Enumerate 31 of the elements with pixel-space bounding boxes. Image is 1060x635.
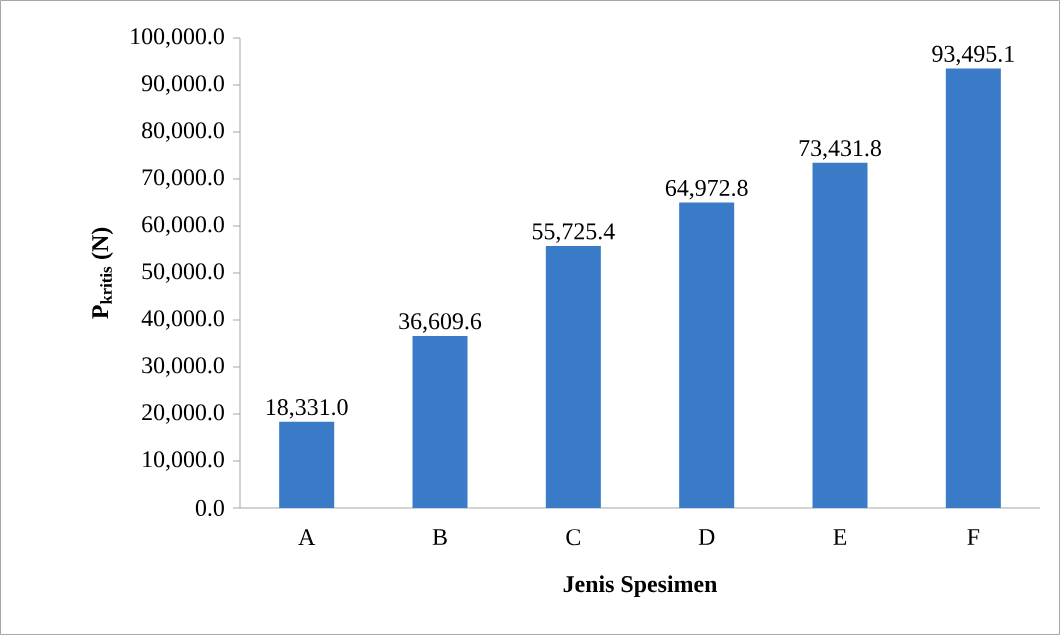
x-tick-label: B xyxy=(432,529,447,545)
bar xyxy=(679,202,735,508)
y-tick-label: 20,000.0 xyxy=(142,404,224,424)
x-axis-title: Jenis Spesimen xyxy=(563,575,718,598)
y-tick-label: 50,000.0 xyxy=(142,263,224,283)
x-tick-label: E xyxy=(833,529,847,545)
y-tick-label: 0.0 xyxy=(195,499,224,517)
y-tick-label: 40,000.0 xyxy=(141,310,224,330)
bar xyxy=(412,335,468,508)
y-tick-label: 30,000.0 xyxy=(142,357,224,377)
y-tick-label: 90,000.0 xyxy=(141,75,224,95)
x-tick-label: A xyxy=(298,529,316,545)
data-label: 18,331.0 xyxy=(266,399,348,419)
x-tick-label: D xyxy=(698,529,715,545)
x-tick-label: C xyxy=(566,529,580,546)
bar xyxy=(279,421,335,508)
data-label: 55,725.4 xyxy=(532,223,615,243)
data-label: 73,431.8 xyxy=(799,140,881,160)
data-label: 93,495.1 xyxy=(932,45,1014,66)
data-label: 36,609.6 xyxy=(399,313,482,333)
bar xyxy=(812,162,868,508)
bar xyxy=(545,246,601,508)
y-tick-label: 100,000.0 xyxy=(131,28,224,48)
y-axis-title: P$_{kritis}$ (N) xyxy=(91,227,114,319)
data-label: 64,972.8 xyxy=(665,179,748,200)
y-tick-label: 80,000.0 xyxy=(142,122,224,142)
y-tick-label: 70,000.0 xyxy=(142,169,224,189)
y-tick-label: 10,000.0 xyxy=(143,451,224,471)
x-tick-label: F xyxy=(967,529,980,545)
y-tick-label: 60,000.0 xyxy=(142,216,224,236)
bar xyxy=(945,68,1001,508)
